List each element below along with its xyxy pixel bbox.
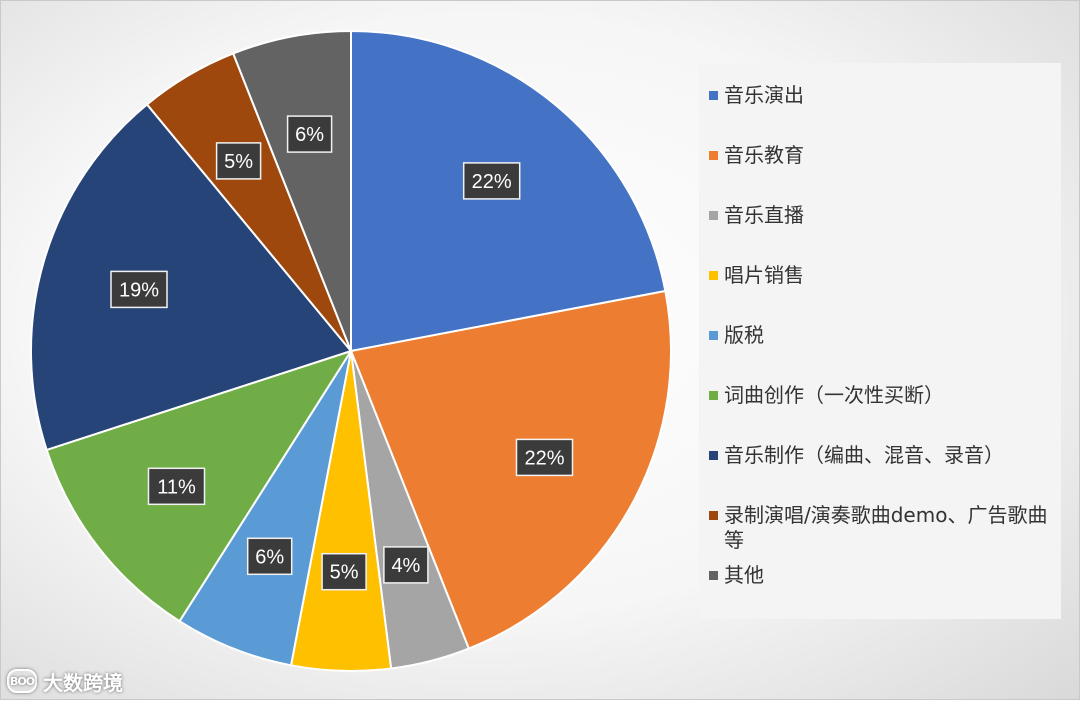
legend-label: 音乐直播 bbox=[724, 203, 804, 227]
legend-item: 版税 bbox=[709, 323, 1051, 348]
data-label-box bbox=[215, 142, 262, 180]
data-label-text: 6% bbox=[295, 124, 324, 146]
watermark: BOO 大数跨境 bbox=[7, 667, 123, 695]
legend-item: 录制演唱/演奏歌曲demo、广告歌曲等 bbox=[709, 503, 1051, 553]
legend-swatch bbox=[709, 511, 718, 520]
legend-swatch bbox=[709, 571, 718, 580]
legend-label: 其他 bbox=[724, 563, 764, 587]
slice-data-label: 19% bbox=[110, 270, 168, 309]
legend-swatch bbox=[709, 391, 718, 400]
data-label-box bbox=[515, 438, 574, 477]
data-label-box bbox=[462, 162, 521, 200]
data-label-box bbox=[383, 546, 429, 584]
legend-label: 音乐教育 bbox=[724, 143, 804, 167]
pie-slice bbox=[178, 350, 352, 667]
legend-label: 唱片销售 bbox=[724, 263, 804, 287]
slice-data-label: 5% bbox=[321, 552, 367, 591]
slice-data-label: 6% bbox=[286, 115, 333, 153]
legend-item: 其他 bbox=[709, 563, 1051, 588]
data-label-text: 5% bbox=[330, 562, 359, 584]
data-label-text: 11% bbox=[157, 476, 196, 498]
data-label-box bbox=[321, 552, 367, 591]
data-label-text: 22% bbox=[472, 171, 512, 193]
legend-swatch bbox=[709, 151, 718, 160]
legend-item: 音乐演出 bbox=[709, 83, 1051, 108]
pie-slice bbox=[30, 103, 353, 452]
data-label-text: 4% bbox=[391, 555, 420, 577]
legend-label: 音乐制作（编曲、混音、录音） bbox=[724, 443, 1004, 467]
watermark-text: 大数跨境 bbox=[43, 670, 123, 695]
legend-label: 版税 bbox=[724, 323, 764, 347]
data-label-box bbox=[147, 467, 206, 506]
legend-swatch bbox=[709, 331, 718, 340]
slice-data-label: 22% bbox=[515, 438, 574, 477]
data-label-text: 6% bbox=[255, 546, 284, 568]
slice-data-label: 4% bbox=[383, 546, 429, 584]
legend-swatch bbox=[709, 211, 718, 220]
data-label-text: 5% bbox=[224, 151, 253, 173]
legend-item: 词曲创作（一次性买断） bbox=[709, 383, 1051, 408]
legend-item: 音乐教育 bbox=[709, 143, 1051, 168]
data-label-box bbox=[246, 537, 293, 576]
data-label-box bbox=[286, 115, 333, 153]
watermark-logo-icon: BOO bbox=[7, 669, 37, 693]
legend-label: 词曲创作（一次性买断） bbox=[724, 383, 944, 407]
legend-swatch bbox=[709, 451, 718, 460]
data-label-text: 19% bbox=[119, 279, 159, 301]
pie-slice bbox=[231, 29, 352, 352]
data-label-box bbox=[110, 270, 168, 309]
slice-data-label: 22% bbox=[462, 162, 521, 200]
legend-item: 音乐制作（编曲、混音、录音） bbox=[709, 443, 1051, 468]
legend-label: 音乐演出 bbox=[724, 83, 804, 107]
slice-data-label: 6% bbox=[246, 537, 293, 576]
legend-swatch bbox=[709, 271, 718, 280]
legend-label: 录制演唱/演奏歌曲demo、广告歌曲等 bbox=[724, 503, 1048, 552]
legend-swatch bbox=[709, 91, 718, 100]
slice-data-label: 11% bbox=[147, 467, 206, 506]
legend-item: 音乐直播 bbox=[709, 203, 1051, 228]
chart-legend: 音乐演出音乐教育音乐直播唱片销售版税词曲创作（一次性买断） 音乐制作（编曲、混音、… bbox=[699, 63, 1061, 619]
pie-slice bbox=[349, 289, 672, 650]
slice-data-label: 5% bbox=[215, 142, 262, 180]
legend-item: 唱片销售 bbox=[709, 263, 1051, 288]
data-label-text: 22% bbox=[524, 447, 564, 469]
